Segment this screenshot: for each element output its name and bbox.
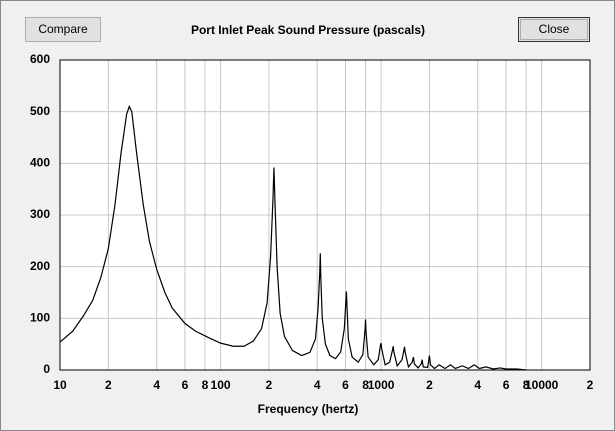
button-face[interactable]: [518, 17, 590, 42]
x-tick-label: 6: [503, 378, 510, 392]
x-tick-label: 100: [211, 378, 231, 392]
y-tick-label: 600: [30, 52, 50, 66]
close-button[interactable]: Close: [518, 17, 590, 42]
y-tick-label: 500: [30, 104, 50, 118]
data-line: [59, 104, 527, 371]
x-tick-label: 6: [182, 378, 189, 392]
x-tick-label: 8: [523, 378, 530, 392]
x-tick-label: 10000: [525, 378, 559, 392]
y-tick-label: 0: [43, 362, 50, 376]
button-label[interactable]: Close: [539, 22, 570, 36]
x-tick-label: 6: [342, 378, 349, 392]
compare-button[interactable]: Compare: [25, 17, 101, 42]
button-focus[interactable]: [520, 19, 588, 40]
button-label[interactable]: Compare: [38, 22, 88, 36]
button-face[interactable]: [25, 17, 101, 42]
x-tick-label: 4: [314, 378, 321, 392]
y-tick-label: 100: [30, 311, 50, 325]
x-tick-label: 4: [153, 378, 160, 392]
y-tick-label: 200: [30, 259, 50, 273]
x-tick-label: 2: [426, 378, 433, 392]
x-tick-label: 2: [587, 378, 594, 392]
y-tick-label: 300: [30, 207, 50, 221]
marks: [59, 104, 527, 371]
x-tick-label: 10: [53, 378, 67, 392]
x-tick-label: 4: [474, 378, 481, 392]
y-tick-label: 400: [30, 156, 50, 170]
x-tick-label: 1000: [368, 378, 395, 392]
x-axis-label: Frequency (hertz): [258, 402, 359, 416]
chart-title: Port Inlet Peak Sound Pressure (pascals): [191, 23, 425, 37]
x-tick-label: 2: [266, 378, 273, 392]
x-tick-label: 8: [362, 378, 369, 392]
plot-border: [59, 59, 591, 371]
x-tick-label: 2: [105, 378, 112, 392]
x-tick-label: 8: [202, 378, 209, 392]
